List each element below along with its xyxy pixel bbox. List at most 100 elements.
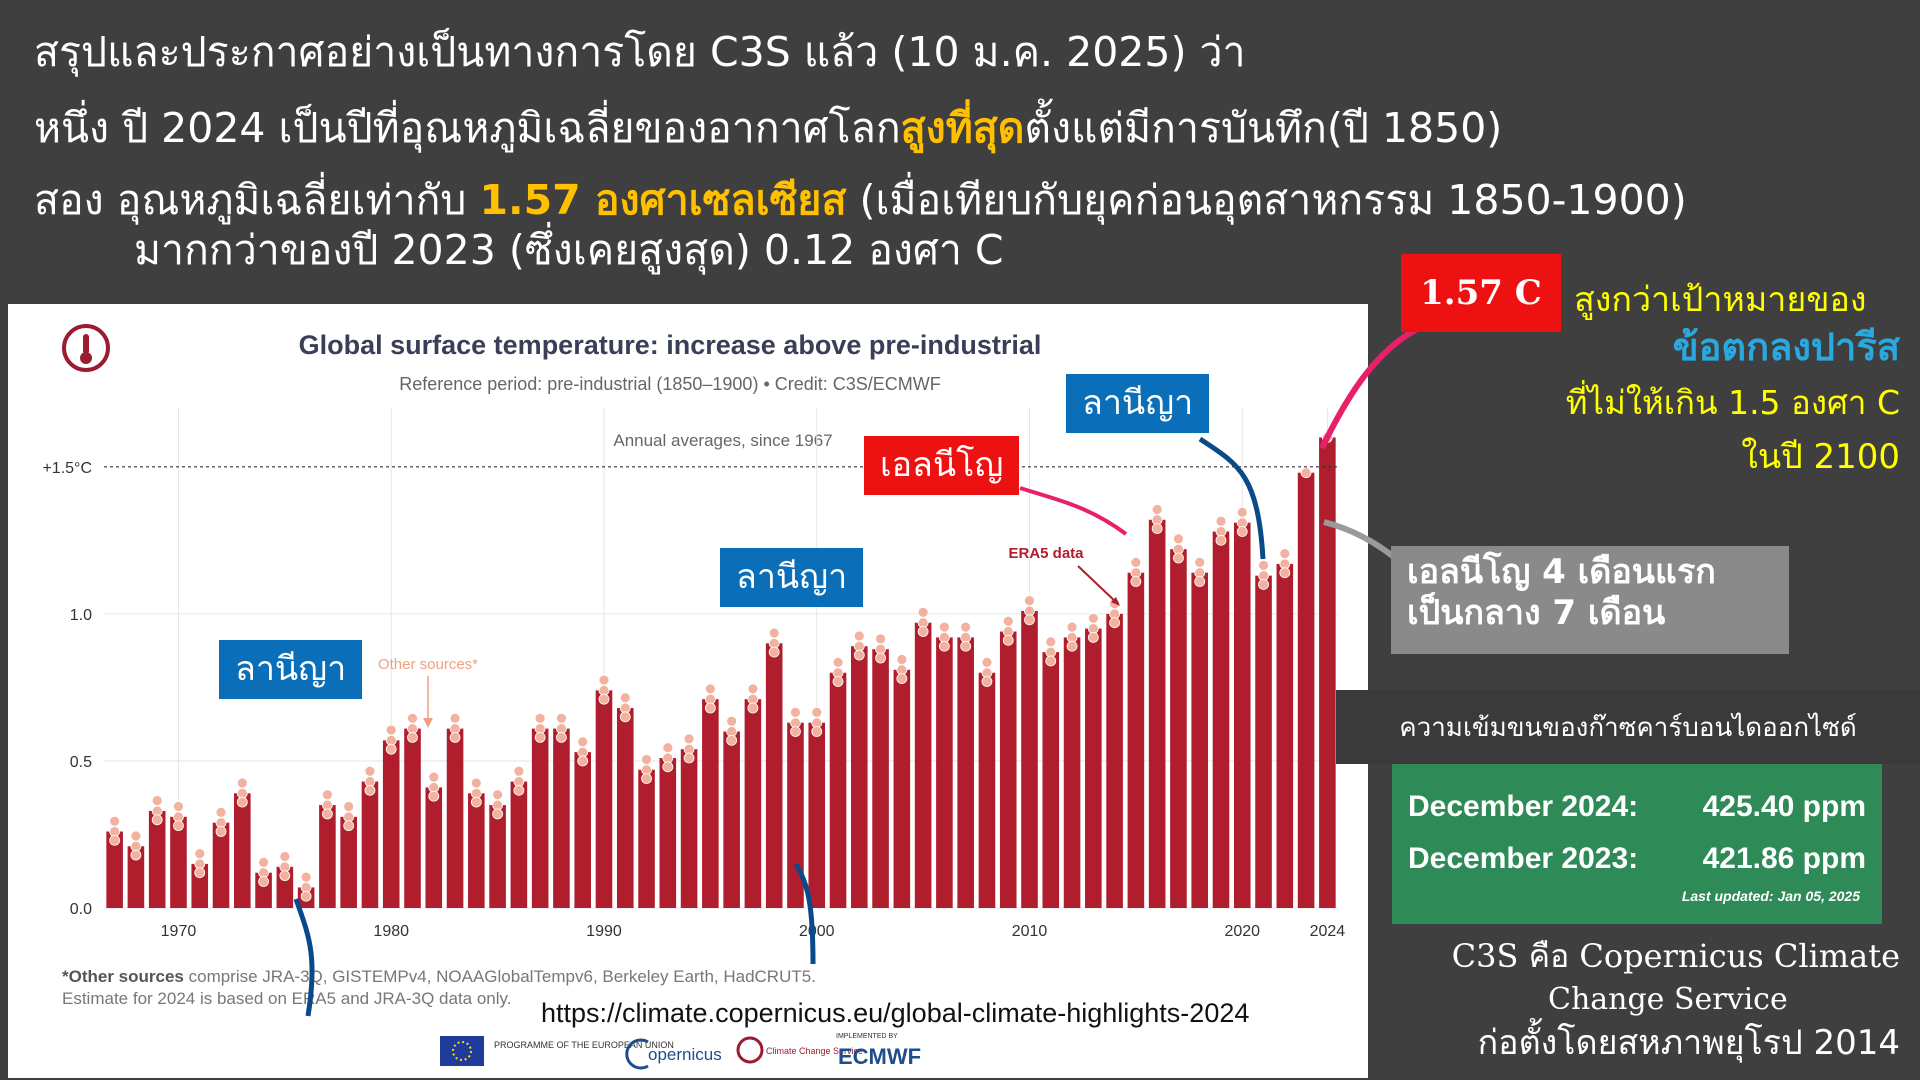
dot-1991 [619,692,631,704]
dot-1985 [492,808,504,820]
dot-2014 [1109,617,1121,629]
dot-1985 [492,789,504,801]
bar-2007 [957,637,974,908]
dot-2020 [1236,526,1248,537]
dot-1993 [662,742,674,754]
bar-1984 [468,793,485,908]
bar-1969 [148,810,166,908]
bar-2009 [999,631,1017,908]
chart-title: Global surface temperature: increase abo… [299,330,1042,360]
dot-1995 [704,702,716,714]
bar-2006 [936,637,953,908]
dot-1998 [768,627,780,639]
era5-arrow-icon [1077,565,1119,605]
footnote-bold: *Other sources [62,967,184,986]
dot-1969 [151,795,163,807]
dot-1984 [470,796,482,808]
dot-1990 [598,693,610,705]
dot-1983 [449,732,461,743]
x-tick-label: 1990 [586,923,622,940]
bar-1973 [233,793,251,908]
bar-2005 [914,622,932,908]
dot-2019 [1215,534,1227,546]
chart-annotation-annual: Annual averages, since 1967 [613,431,832,450]
dot-2017 [1173,552,1184,564]
bar-2020 [1233,522,1251,908]
bar-2004 [893,669,911,908]
era5-arrowhead-icon [1111,597,1120,606]
dot-1979 [364,784,376,796]
dot-1972 [215,807,227,818]
dot-1973 [236,796,248,808]
bar-1998 [765,643,783,908]
bar-1968 [127,846,145,908]
dot-2013 [1087,612,1099,624]
dot-2016 [1151,504,1163,515]
bar-2014 [1106,613,1123,908]
dot-2016 [1151,523,1163,534]
dot-1987 [534,732,546,743]
era5-label: ERA5 data [1008,545,1084,562]
y-tick-label: 0.0 [70,901,92,918]
bar-1991 [616,708,634,908]
bar-2023 [1297,472,1315,908]
co2-row-1-label: December 2024: [1408,790,1639,823]
dot-1977 [321,789,333,801]
threshold-label: +1.5°C [42,460,92,477]
temperature-chart: Global surface temperature: increase abo… [42,324,1345,1070]
dot-2021 [1258,579,1269,590]
dot-1989 [577,755,589,767]
dot-2018 [1194,557,1206,568]
bar-2013 [1085,628,1102,908]
dot-2003 [875,652,886,664]
dot-1996 [726,734,738,746]
dot-2001 [832,657,844,668]
header-line-2-pre: หนึ่ง ปี 2024 เป็นปีที่อุณหภูมิเฉลี่ยของ… [34,104,901,152]
co2-title: ความเข้มขนของก๊าซคาร์บอนไดออกไซด์ [1336,690,1920,764]
dot-1976 [300,871,312,883]
dot-2020 [1236,507,1248,518]
bar-1993 [659,758,677,908]
paris-text-4: ในปี 2100 [1741,437,1900,477]
bar-2021 [1255,575,1272,908]
chart-subtitle: Reference period: pre-industrial (1850–1… [399,374,941,394]
dot-1975 [279,851,291,862]
bar-1994 [680,749,698,908]
bar-1990 [595,690,613,908]
dot-1981 [407,732,418,743]
dot-2010 [1024,595,1035,607]
dot-1999 [790,707,801,718]
implemented-by-label: IMPLEMENTED BY [836,1033,898,1040]
dot-1978 [343,820,355,832]
dot-2005 [917,626,929,637]
dot-1976 [300,890,312,902]
gray-info-line-2: เป็นกลาง 7 เดือน [1407,592,1666,633]
bar-2022 [1276,563,1294,908]
x-tick-label: 2010 [1012,923,1048,940]
dot-1986 [513,765,525,777]
dot-2004 [896,654,908,665]
co2-row-2-value: 421.86 ppm [1702,842,1866,875]
bar-1989 [574,752,592,908]
x-tick-label: 1980 [373,923,409,940]
dot-1969 [151,814,163,826]
co2-row-2: December 2023: [1408,842,1638,876]
dot-1980 [385,724,397,736]
dot-2023 [1300,467,1312,479]
co2-row-1: December 2024: [1408,790,1638,824]
dot-2002 [853,649,865,661]
bar-2019 [1212,531,1230,908]
dot-2009 [1002,634,1014,646]
x-tick-label: 2020 [1224,923,1260,940]
source-url[interactable]: https://climate.copernicus.eu/global-cli… [541,998,1250,1028]
dot-1998 [768,646,780,658]
dot-1968 [130,830,142,842]
dot-2005 [917,607,929,618]
bar-1985 [489,805,506,908]
dot-1990 [598,674,610,686]
la-nina-tag-1999: ลานีญา [720,548,864,608]
footnote-line-1: *Other sources comprise JRA-3Q, GISTEMPv… [62,967,816,986]
dot-1987 [534,712,546,724]
bar-1972 [212,822,230,908]
dot-2021 [1258,559,1269,571]
